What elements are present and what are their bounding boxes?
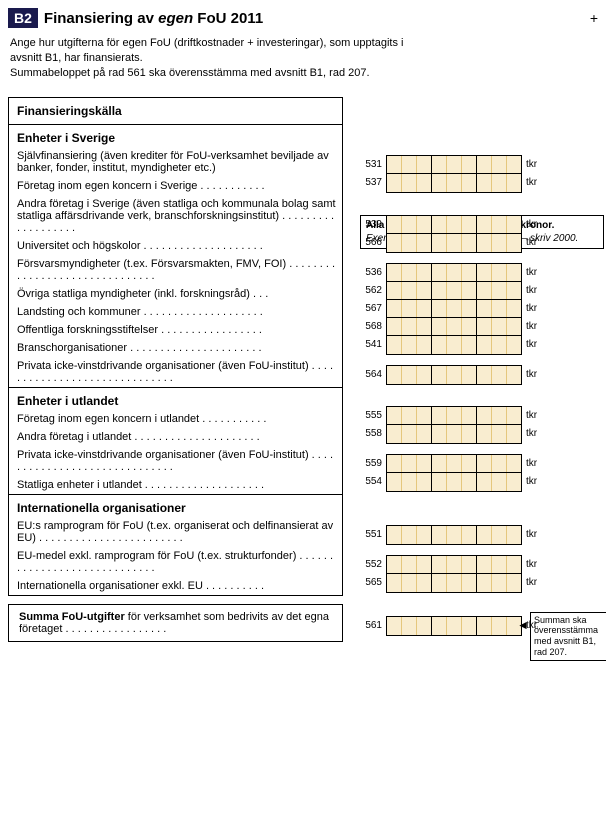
page-title: Finansiering av egen FoU 2011 — [44, 10, 263, 27]
amount-input[interactable] — [386, 365, 522, 385]
row-555: Företag inom egen koncern i utlandet . .… — [9, 410, 343, 428]
unit-label: tkr — [526, 458, 537, 469]
sum-note: Summan ska överensstämma med avsnitt B1,… — [530, 612, 606, 661]
amount-input[interactable] — [386, 424, 522, 444]
row-code: 539 — [360, 219, 382, 230]
row-562: Övriga statliga myndigheter (inkl. forsk… — [9, 285, 343, 303]
row-code: 551 — [360, 529, 382, 540]
unit-label: tkr — [526, 476, 537, 487]
row-541: Branschorganisationer . . . . . . . . . … — [9, 339, 343, 357]
row-code: 541 — [360, 339, 382, 350]
amount-input[interactable] — [386, 233, 522, 253]
amount-input[interactable] — [386, 616, 522, 636]
row-567: Landsting och kommuner . . . . . . . . .… — [9, 303, 343, 321]
row-code: 568 — [360, 321, 382, 332]
note-arrow-icon: ◄ — [517, 618, 529, 632]
unit-label: tkr — [526, 321, 537, 332]
row-568: Offentliga forskningsstiftelser . . . . … — [9, 321, 343, 339]
amount-input[interactable] — [386, 215, 522, 235]
row-code: 567 — [360, 303, 382, 314]
section-head-3: Internationella organisationer — [9, 494, 343, 517]
row-536: Försvarsmyndigheter (t.ex. Försvarsmakte… — [9, 255, 343, 285]
unit-label: tkr — [526, 529, 537, 540]
row-code: 565 — [360, 577, 382, 588]
amount-input[interactable] — [386, 555, 522, 575]
amount-input[interactable] — [386, 299, 522, 319]
section-head-2: Enheter i utlandet — [9, 387, 343, 410]
unit-label: tkr — [526, 577, 537, 588]
unit-label: tkr — [526, 428, 537, 439]
row-code: 552 — [360, 559, 382, 570]
row-552: EU-medel exkl. ramprogram för FoU (t.ex.… — [9, 547, 343, 577]
unit-label: tkr — [526, 339, 537, 350]
row-code: 559 — [360, 458, 382, 469]
unit-label: tkr — [526, 267, 537, 278]
section-badge: B2 — [8, 8, 38, 28]
row-566: Universitet och högskolor . . . . . . . … — [9, 237, 343, 255]
row-code: 555 — [360, 410, 382, 421]
unit-label: tkr — [526, 159, 537, 170]
section-head-1: Enheter i Sverige — [9, 124, 343, 147]
unit-label: tkr — [526, 369, 537, 380]
amount-input[interactable] — [386, 573, 522, 593]
unit-label: tkr — [526, 219, 537, 230]
amount-input[interactable] — [386, 317, 522, 337]
form-content: Alla belopp ska anges i tusental kronor.… — [8, 97, 598, 642]
page-header: B2 Finansiering av egen FoU 2011 + — [8, 8, 598, 28]
row-code: 536 — [360, 267, 382, 278]
row-code: 554 — [360, 476, 382, 487]
amount-input[interactable] — [386, 335, 522, 355]
row-561: Summa FoU-utgifter för verksamhet som be… — [11, 607, 340, 639]
row-code: 537 — [360, 177, 382, 188]
expand-icon[interactable]: + — [590, 10, 598, 26]
row-554: Statliga enheter i utlandet . . . . . . … — [9, 476, 343, 495]
amount-input[interactable] — [386, 173, 522, 193]
amount-input[interactable] — [386, 525, 522, 545]
row-code: 558 — [360, 428, 382, 439]
unit-label: tkr — [526, 559, 537, 570]
row-539: Andra företag i Sverige (även statliga o… — [9, 195, 343, 237]
row-537: Företag inom egen koncern i Sverige . . … — [9, 177, 343, 195]
unit-label: tkr — [526, 303, 537, 314]
row-564: Privata icke-vinstdrivande organisatione… — [9, 357, 343, 388]
row-559: Privata icke-vinstdrivande organisatione… — [9, 446, 343, 476]
unit-label: tkr — [526, 410, 537, 421]
row-code: 561 — [360, 620, 382, 631]
row-558: Andra företag i utlandet . . . . . . . .… — [9, 428, 343, 446]
row-code: 562 — [360, 285, 382, 296]
row-code: 564 — [360, 369, 382, 380]
amount-input[interactable] — [386, 263, 522, 283]
row-565: Internationella organisationer exkl. EU … — [9, 577, 343, 596]
row-code: 531 — [360, 159, 382, 170]
financing-table: Finansieringskälla Enheter i Sverige Sjä… — [8, 97, 343, 596]
amount-input[interactable] — [386, 472, 522, 492]
amount-input[interactable] — [386, 155, 522, 175]
left-column-title: Finansieringskälla — [9, 97, 343, 124]
intro-text: Ange hur utgifterna för egen FoU (driftk… — [10, 36, 598, 81]
unit-label: tkr — [526, 237, 537, 248]
row-531: Självfinansiering (även krediter för FoU… — [9, 147, 343, 177]
amount-input[interactable] — [386, 406, 522, 426]
unit-label: tkr — [526, 285, 537, 296]
amount-input[interactable] — [386, 454, 522, 474]
row-551: EU:s ramprogram för FoU (t.ex. organiser… — [9, 517, 343, 547]
unit-label: tkr — [526, 177, 537, 188]
amount-input[interactable] — [386, 281, 522, 301]
sum-table: Summa FoU-utgifter för verksamhet som be… — [8, 604, 343, 642]
row-code: 566 — [360, 237, 382, 248]
